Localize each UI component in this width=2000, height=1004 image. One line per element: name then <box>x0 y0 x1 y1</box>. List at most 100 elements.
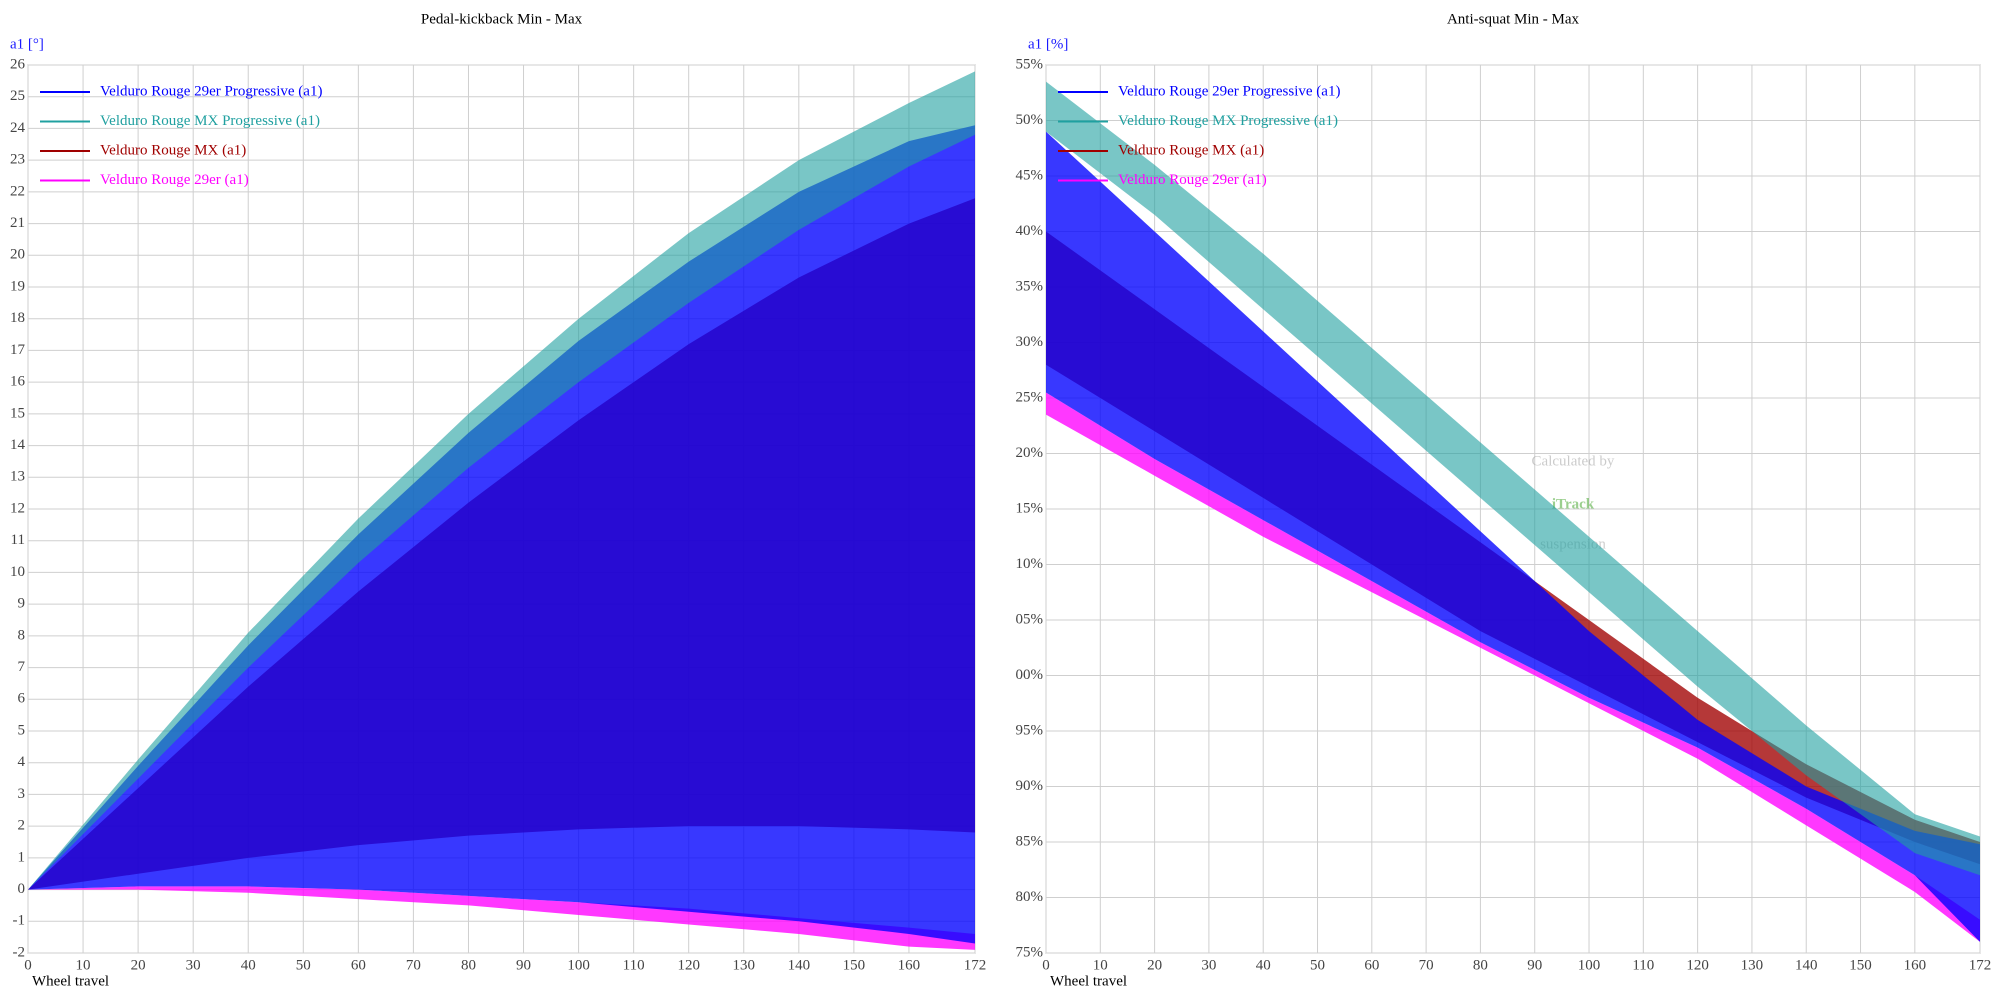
watermark: iTrack <box>1552 496 1595 512</box>
x-tick-label: 0 <box>24 957 32 973</box>
x-tick-label: 140 <box>788 957 811 973</box>
range-band <box>1046 81 1980 876</box>
y-tick-label: 24 <box>10 120 26 136</box>
y-tick-label: 25 <box>10 88 25 104</box>
y-tick-label: 6 <box>18 691 26 707</box>
y-tick-label: 95% <box>1016 722 1044 738</box>
y-tick-label: 11 <box>11 532 25 548</box>
legend-label: Velduro Rouge 29er (a1) <box>100 172 249 188</box>
y-tick-label: 16 <box>10 374 26 390</box>
x-tick-label: 50 <box>296 957 311 973</box>
y-tick-label: 75% <box>1016 944 1044 960</box>
x-tick-label: 110 <box>1632 957 1654 973</box>
y-tick-label: 13 <box>10 469 25 485</box>
x-tick-label: 172 <box>964 957 987 973</box>
x-tick-label: 150 <box>843 957 866 973</box>
y-tick-label: 19 <box>10 278 25 294</box>
x-tick-label: 30 <box>1201 957 1216 973</box>
x-tick-label: 70 <box>1419 957 1434 973</box>
y-tick-label: 45% <box>1016 167 1044 183</box>
y-tick-label: 30% <box>1016 334 1044 350</box>
y-tick-label: 20 <box>10 247 25 263</box>
x-tick-label: 90 <box>516 957 531 973</box>
y-tick-label: 05% <box>1016 611 1044 627</box>
x-tick-label: 50 <box>1310 957 1325 973</box>
y-tick-label: -2 <box>13 944 26 960</box>
chart: 75% 80% 85% 90% 95% 00% 05% 10% 15% 20% 25% 30% 35% 4… <box>1016 11 1992 989</box>
y-tick-label: 00% <box>1016 667 1044 683</box>
x-tick-label: 120 <box>1686 957 1709 973</box>
legend-label: Velduro Rouge MX (a1) <box>1118 142 1264 158</box>
x-tick-label: 80 <box>1473 957 1488 973</box>
y-tick-label: 40% <box>1016 223 1044 239</box>
y-tick-label: 1 <box>18 849 26 865</box>
legend-label: Velduro Rouge MX Progressive (a1) <box>1118 113 1338 129</box>
y-tick-label: 7 <box>18 659 26 675</box>
x-tick-label: 160 <box>898 957 921 973</box>
x-tick-label: 10 <box>1093 957 1108 973</box>
y-tick-label: 26 <box>10 56 26 72</box>
y-tick-label: -1 <box>13 913 26 929</box>
y-tick-label: 8 <box>18 627 26 643</box>
legend-label: Velduro Rouge MX Progressive (a1) <box>100 113 320 129</box>
x-tick-label: 80 <box>461 957 476 973</box>
y-tick-label: 14 <box>10 437 26 453</box>
x-axis-label: Wheel travel <box>1050 973 1127 989</box>
range-band <box>28 125 975 944</box>
watermark: Calculated by <box>1532 453 1615 469</box>
x-tick-label: 120 <box>677 957 700 973</box>
y-tick-label: 15 <box>10 405 25 421</box>
y-tick-label: 9 <box>18 596 26 612</box>
y-tick-label: 23 <box>10 152 25 168</box>
y-tick-label: 35% <box>1016 278 1044 294</box>
x-tick-label: 150 <box>1849 957 1872 973</box>
x-tick-label: 130 <box>1741 957 1764 973</box>
x-tick-label: 40 <box>241 957 256 973</box>
y-tick-label: 4 <box>18 754 26 770</box>
legend-label: Velduro Rouge 29er (a1) <box>1118 172 1267 188</box>
y-tick-label: 18 <box>10 310 25 326</box>
x-tick-label: 60 <box>1364 957 1379 973</box>
y-tick-label: 10% <box>1016 556 1044 572</box>
chart-title: Pedal-kickback Min - Max <box>421 11 583 27</box>
x-tick-label: 40 <box>1256 957 1271 973</box>
x-tick-label: 100 <box>567 957 590 973</box>
x-tick-label: 0 <box>1042 957 1050 973</box>
y-tick-label: 90% <box>1016 778 1044 794</box>
y-tick-label: 55% <box>1016 56 1044 72</box>
x-tick-label: 130 <box>733 957 756 973</box>
range-band <box>1046 392 1980 942</box>
x-tick-label: 10 <box>76 957 91 973</box>
x-tick-label: 140 <box>1795 957 1818 973</box>
y-tick-label: 2 <box>18 818 26 834</box>
y-tick-label: 17 <box>10 342 26 358</box>
legend-label: Velduro Rouge MX (a1) <box>100 142 246 158</box>
y-axis-label: a1 [°] <box>10 36 44 52</box>
y-tick-label: 10 <box>10 564 25 580</box>
x-tick-label: 172 <box>1969 957 1992 973</box>
y-tick-label: 12 <box>10 500 25 516</box>
y-axis-label: a1 [%] <box>1028 36 1068 52</box>
x-tick-label: 30 <box>186 957 201 973</box>
y-tick-label: 0 <box>18 881 26 897</box>
range-band <box>28 71 975 890</box>
y-tick-label: 22 <box>10 183 25 199</box>
y-tick-label: 20% <box>1016 445 1044 461</box>
x-tick-label: 160 <box>1904 957 1927 973</box>
x-axis-label: Wheel travel <box>32 973 109 989</box>
chart: -2-1012345678910111213141516171819202122… <box>10 11 986 989</box>
chart-title: Anti-squat Min - Max <box>1447 11 1580 27</box>
x-tick-label: 70 <box>406 957 421 973</box>
y-tick-label: 80% <box>1016 889 1044 905</box>
x-tick-label: 20 <box>131 957 146 973</box>
legend-label: Velduro Rouge 29er Progressive (a1) <box>1118 83 1340 99</box>
x-tick-label: 60 <box>351 957 366 973</box>
y-tick-label: 85% <box>1016 833 1044 849</box>
x-tick-label: 100 <box>1578 957 1601 973</box>
y-tick-label: 21 <box>10 215 25 231</box>
x-tick-label: 20 <box>1147 957 1162 973</box>
x-tick-label: 110 <box>623 957 645 973</box>
y-tick-label: 15% <box>1016 500 1044 516</box>
legend-label: Velduro Rouge 29er Progressive (a1) <box>100 83 322 99</box>
